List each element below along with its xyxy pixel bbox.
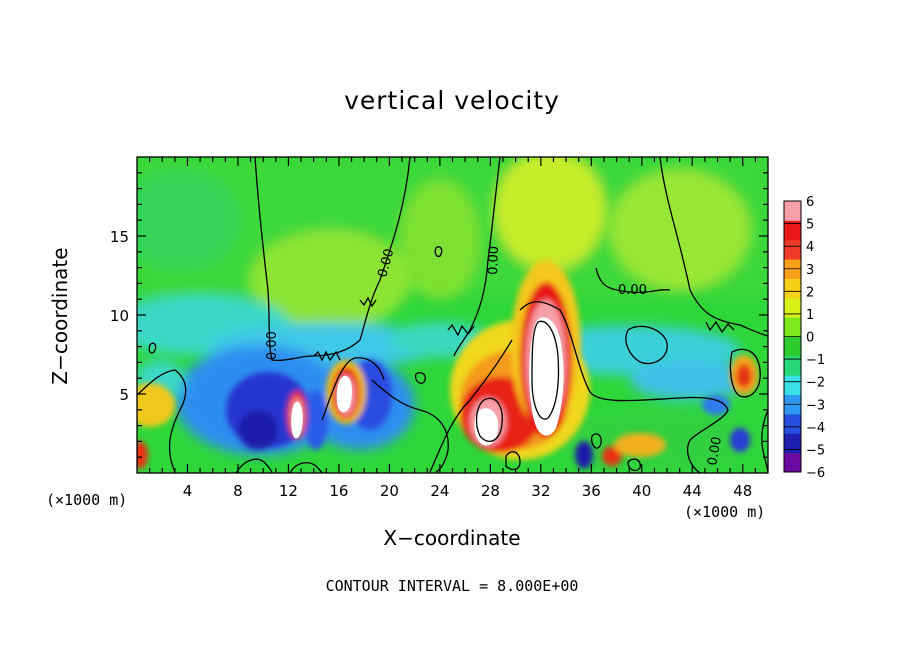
updraft-x1-orange: [137, 383, 175, 427]
colorbar-tick-label: −2: [806, 376, 825, 391]
contour-updraft-base: [429, 339, 513, 473]
contour-x20-lower: [371, 379, 449, 473]
axis-ticks: [137, 157, 768, 473]
colorbar-swatch: [784, 278, 801, 299]
x-unit-label-left: (×1000 m): [46, 491, 128, 509]
downdraft-x10-core: [238, 410, 278, 450]
x-tick-label: 20: [380, 482, 399, 500]
contour-x40-loop: [625, 325, 668, 365]
colorbar-swatch: [784, 317, 801, 337]
contour-noise-x26: [447, 323, 475, 337]
contour-updraft-column: [519, 301, 729, 473]
chart-title: vertical velocity: [344, 86, 560, 115]
colorbar-swatch: [784, 452, 801, 473]
contour-noise-x21: [359, 296, 377, 308]
contour-x24-blob: [414, 372, 426, 384]
colorbar-tick-label: −5: [806, 443, 825, 458]
contour-x38-bottom: [627, 458, 641, 472]
x-tick-label: 44: [683, 482, 702, 500]
contour-label: 0.00: [618, 283, 647, 298]
colorbar-tick-label: 6: [806, 195, 814, 210]
zero-contour-right-mid: [595, 267, 671, 294]
y-tick-label: 5: [119, 386, 129, 404]
colorbar-swatch: [784, 375, 801, 396]
zero-contour-right-plume: [659, 157, 768, 337]
downdraft-x46: [702, 395, 730, 415]
colorbar-swatch: [784, 239, 801, 260]
velocity-field: 0.00 0.00 0.00 0.00 0.00: [137, 157, 768, 473]
colorbar-swatch: [784, 297, 801, 318]
x-axis-label: X−coordinate: [383, 526, 521, 550]
contour-label: 0.00: [705, 436, 725, 467]
contour-noise-x44: [705, 320, 735, 334]
contour-label: 0.00: [486, 246, 502, 275]
x-tick-label: 36: [582, 482, 601, 500]
upper-left-green: [137, 170, 240, 270]
x-tick-label: 8: [233, 482, 243, 500]
y-axis-label: Z−coordinate: [48, 247, 72, 385]
colorbar-tick-label: 2: [806, 285, 814, 300]
x-tick-label: 16: [329, 482, 348, 500]
updraft-x47-red: [736, 364, 752, 388]
updraft-core-white: [529, 317, 564, 436]
contour-x36-lower: [590, 433, 602, 449]
x-tick-label: 4: [183, 482, 193, 500]
updraft-x40-orange: [614, 433, 666, 457]
colorbar-tick-label: 4: [806, 240, 814, 255]
upper-yellowgreen-area-2: [400, 180, 480, 300]
contour-x28-inner: [475, 397, 503, 442]
colorbar-swatch: [784, 220, 801, 241]
contour-bottom-mid: [289, 462, 323, 473]
colorbar-swatch: [784, 355, 801, 376]
right-cyan-region-2: [630, 360, 750, 400]
contour-interval-text: CONTOUR INTERVAL = 8.000E+00: [325, 577, 579, 595]
zero-contour-left-plume: [254, 157, 411, 362]
contour-x47-loop: [729, 348, 761, 398]
colorbar-swatch: [784, 336, 801, 357]
y-tick-label: 10: [110, 307, 129, 325]
colorbar-tick-label: −6: [806, 466, 825, 481]
colorbar-tick-label: −1: [806, 353, 825, 368]
downdraft-x35: [575, 441, 593, 469]
colorbar-tick-label: 0: [806, 331, 814, 346]
colorbar-swatch: [784, 201, 801, 221]
contour-label: 0.00: [265, 331, 280, 360]
x-unit-label-right: (×1000 m): [684, 503, 766, 521]
contour-bottom-left: [235, 458, 273, 473]
upper-right-yellowgreen: [610, 170, 750, 290]
colorbar-tick-label: 5: [806, 218, 814, 233]
x-tick-label: 48: [733, 482, 752, 500]
upper-yellow-plume: [495, 157, 605, 270]
contour-x32-bottom: [505, 451, 521, 471]
colorbar-tick-label: 1: [806, 308, 814, 323]
colorbar: 6 5 4 3 2 1 0 −1 −2 −3 −4 −5 −6: [783, 195, 825, 481]
updraft-x13-core-white: [291, 401, 303, 439]
colorbar-tick-label: −3: [806, 398, 825, 413]
contour-label: 0.00: [375, 247, 397, 279]
contour-left-lower: [137, 369, 187, 473]
colorbar-tick-label: 3: [806, 263, 814, 278]
updraft-x0-red: [137, 441, 148, 469]
contour-x32-inner: [531, 320, 560, 420]
x-tick-label: 28: [481, 482, 500, 500]
x-tick-label: 32: [531, 482, 550, 500]
downdraft-x47: [730, 428, 750, 452]
updraft-x16-core-white: [336, 375, 352, 413]
colorbar-swatch: [784, 433, 801, 454]
colorbar-tick-label: −4: [806, 421, 825, 436]
zero-contour-mid: [453, 157, 501, 357]
contour-noise-x14: [313, 350, 341, 362]
x-tick-label: 12: [279, 482, 298, 500]
updraft-x38-red: [602, 446, 622, 466]
colorbar-swatch: [784, 413, 801, 434]
y-tick-label: 15: [110, 228, 129, 246]
x-tick-label: 40: [632, 482, 651, 500]
contour-x16: [321, 357, 385, 421]
x-tick-label: 24: [430, 482, 449, 500]
contour-noise-x23: [434, 246, 443, 258]
contour-left-small: [148, 342, 157, 354]
downdraft-x15: [304, 390, 328, 450]
